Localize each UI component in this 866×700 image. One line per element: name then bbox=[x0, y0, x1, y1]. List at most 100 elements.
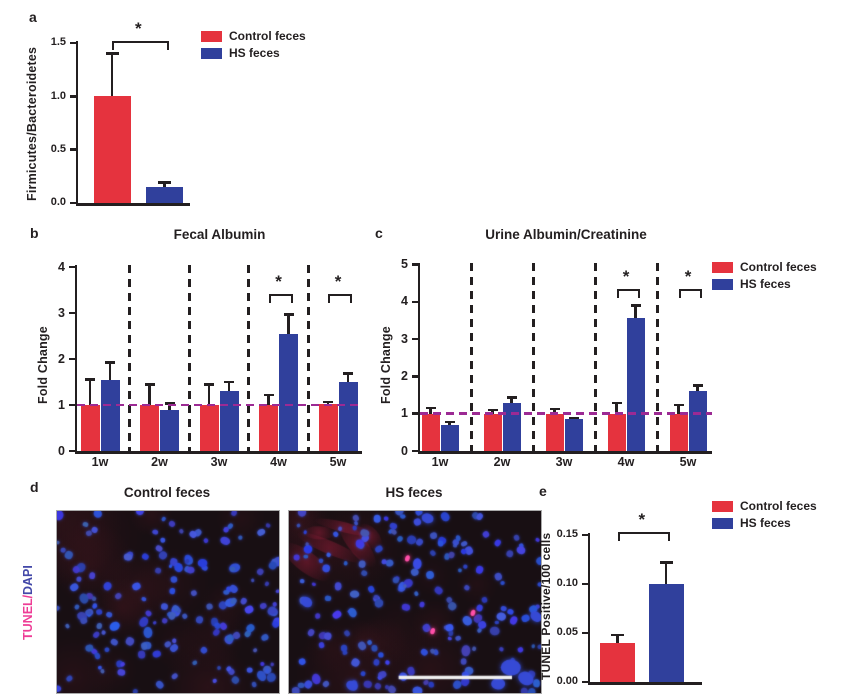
group-separator bbox=[531, 263, 535, 451]
legend-label-hs: HS feces bbox=[229, 46, 280, 60]
panel-label-a: a bbox=[29, 9, 37, 25]
sig-star: * bbox=[684, 267, 692, 286]
error-bar-cap bbox=[692, 384, 703, 387]
legend-label-control: Control feces bbox=[229, 29, 306, 43]
error-bar-cap bbox=[323, 400, 333, 404]
legend-row-hs: HS feces bbox=[712, 278, 817, 290]
y-tick-label: 1.0 bbox=[50, 89, 66, 102]
y-tick bbox=[581, 631, 588, 635]
y-tick bbox=[68, 265, 75, 269]
y-tick-label: 2 bbox=[401, 368, 408, 383]
error-bar-line bbox=[448, 421, 451, 425]
error-bar-line bbox=[553, 409, 556, 414]
panel-label-e: e bbox=[539, 483, 547, 499]
sig-bracket bbox=[328, 294, 352, 303]
error-bar-cap bbox=[568, 416, 579, 420]
legend-row-control: Control feces bbox=[201, 30, 306, 42]
y-tick-label: 4 bbox=[58, 259, 65, 274]
error-bar-line bbox=[616, 634, 619, 643]
error-bar-line bbox=[148, 384, 151, 405]
bar-control bbox=[93, 96, 131, 203]
error-bar-line bbox=[267, 394, 270, 405]
error-bar-line bbox=[664, 562, 668, 584]
sig-bracket bbox=[678, 289, 702, 298]
legend-a: Control feces HS feces bbox=[201, 30, 306, 64]
error-bar-cap bbox=[263, 393, 274, 397]
legend-label-hs: HS feces bbox=[740, 516, 791, 530]
x-category-label: 4w bbox=[270, 455, 287, 469]
y-tick bbox=[68, 357, 75, 361]
y-tick bbox=[411, 300, 418, 304]
error-bar-cap bbox=[549, 407, 560, 411]
chart-title-c: Urine Albumin/Creatinine bbox=[485, 227, 647, 242]
stain-side-label: TUNEL/DAPI bbox=[21, 535, 35, 670]
error-bar-line bbox=[287, 314, 290, 334]
legend-label-hs: HS feces bbox=[740, 277, 791, 291]
legend-row-control: Control feces bbox=[712, 500, 817, 512]
group-separator bbox=[247, 265, 251, 451]
legend-swatch-control bbox=[712, 500, 733, 512]
error-bar-cap bbox=[425, 406, 436, 410]
legend-row-hs: HS feces bbox=[712, 517, 817, 529]
y-tick bbox=[69, 201, 76, 205]
legend-label-control: Control feces bbox=[740, 260, 817, 274]
micrograph-control-image bbox=[56, 510, 280, 694]
bar-hs bbox=[648, 584, 684, 682]
y-tick-label: 4 bbox=[401, 294, 408, 309]
bar-hs-3w bbox=[564, 419, 583, 451]
group-separator bbox=[593, 263, 597, 451]
error-bar-line bbox=[227, 382, 231, 392]
error-bar-line bbox=[634, 305, 637, 318]
sig-star: * bbox=[334, 272, 342, 291]
x-axis bbox=[417, 451, 712, 454]
x-category-label: 2w bbox=[151, 455, 168, 469]
error-bar-line bbox=[615, 402, 618, 414]
panel-label-b: b bbox=[30, 225, 39, 241]
sig-star: * bbox=[622, 267, 630, 286]
bar-control-1w bbox=[421, 413, 440, 451]
bar-control-4w bbox=[607, 413, 626, 451]
x-category-label: 3w bbox=[555, 455, 573, 469]
error-bar-cap bbox=[506, 396, 517, 399]
bar-hs-2w bbox=[160, 409, 179, 451]
error-bar-cap bbox=[611, 401, 622, 405]
bar-hs-5w bbox=[688, 391, 707, 451]
bar-control-2w bbox=[483, 413, 502, 451]
legend-swatch-hs bbox=[712, 517, 733, 529]
legend-label-control: Control feces bbox=[740, 499, 817, 513]
x-category-label: 1w bbox=[431, 455, 449, 469]
y-tick bbox=[411, 263, 418, 266]
y-axis bbox=[74, 265, 77, 454]
group-separator bbox=[187, 265, 191, 451]
error-bar-cap bbox=[204, 383, 214, 386]
y-tick-label: 1 bbox=[401, 406, 408, 421]
chart-title-b: Fecal Albumin bbox=[173, 227, 266, 242]
panel-label-c: c bbox=[375, 225, 383, 241]
error-bar-line bbox=[207, 384, 211, 405]
y-axis bbox=[75, 41, 78, 206]
y-tick bbox=[411, 375, 418, 378]
sig-bracket bbox=[268, 294, 293, 303]
bar-control-5w bbox=[318, 403, 338, 451]
sig-bracket bbox=[617, 532, 670, 541]
y-tick-label: 0.10 bbox=[556, 577, 578, 590]
y-tick-label: 1 bbox=[58, 397, 65, 412]
y-tick-label: 3 bbox=[58, 305, 65, 320]
y-tick bbox=[68, 449, 75, 453]
sig-star: * bbox=[638, 510, 646, 529]
error-bar-cap bbox=[611, 633, 624, 637]
y-tick-label: 5 bbox=[401, 257, 408, 271]
error-bar-cap bbox=[487, 408, 498, 412]
error-bar-cap bbox=[85, 378, 95, 381]
bar-control-1w bbox=[80, 405, 100, 451]
micrograph-title-hs: HS feces bbox=[385, 485, 443, 500]
legend-row-control: Control feces bbox=[712, 261, 817, 273]
y-tick bbox=[69, 148, 76, 151]
group-separator bbox=[655, 263, 659, 451]
y-tick-label: 0.15 bbox=[556, 528, 578, 541]
y-tick bbox=[69, 41, 76, 45]
x-axis bbox=[74, 451, 362, 454]
bar-hs-1w bbox=[100, 379, 120, 451]
sig-star: * bbox=[275, 272, 282, 291]
y-axis-title-e: TUNEL Positive/100 cells bbox=[539, 532, 553, 680]
